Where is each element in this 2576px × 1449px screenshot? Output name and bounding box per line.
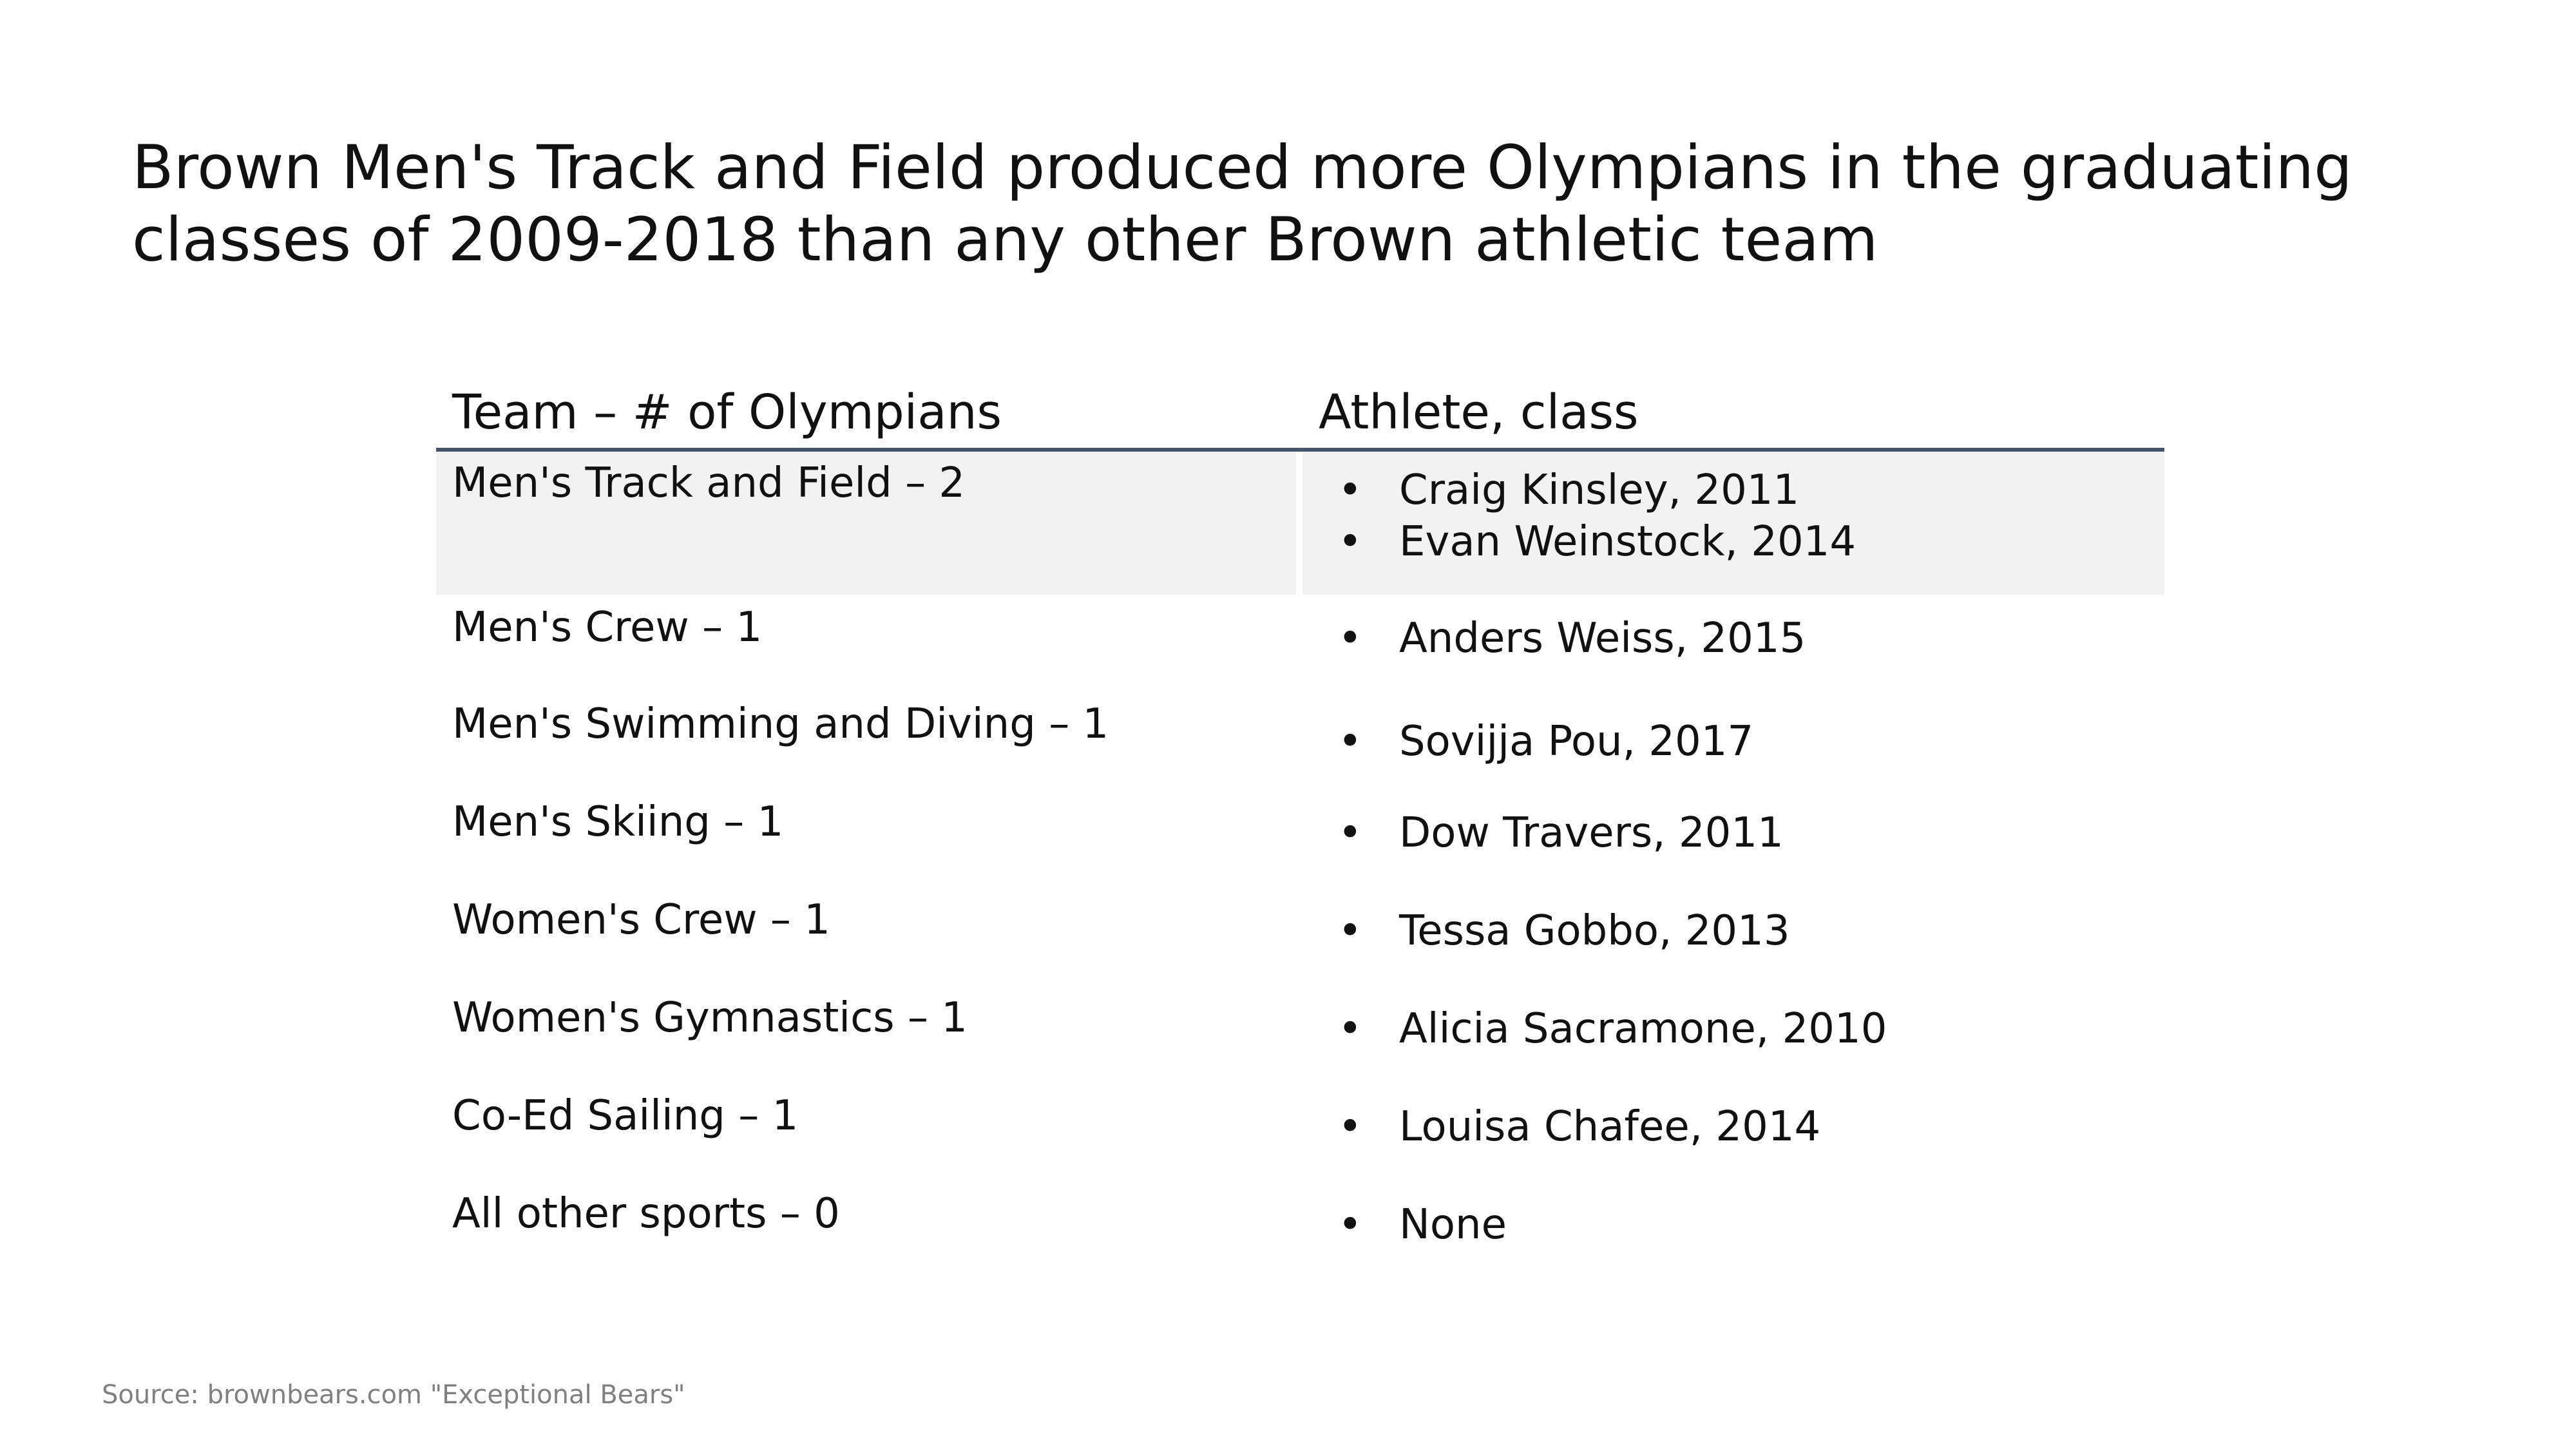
team-cell: Women's Gymnastics – 1 <box>452 994 968 1042</box>
bullet-icon: • <box>1338 1103 1362 1151</box>
bullet-icon: • <box>1338 615 1362 662</box>
slide-title: Brown Men's Track and Field produced mor… <box>132 132 2387 276</box>
athlete-item: • Alicia Sacramone, 2010 <box>1338 1003 1887 1055</box>
athlete-name: Evan Weinstock, 2014 <box>1399 518 1856 566</box>
team-cell: Women's Crew – 1 <box>452 896 830 944</box>
athlete-item: • Tessa Gobbo, 2013 <box>1338 905 1790 957</box>
table-row: Men's Crew – 1 • Anders Weiss, 2015 <box>436 595 2164 691</box>
athlete-name: Alicia Sacramone, 2010 <box>1399 1005 1887 1053</box>
athlete-item: • Craig Kinsley, 2011 <box>1338 465 1856 516</box>
header-athlete: Athlete, class <box>1319 385 1639 440</box>
athlete-name: Anders Weiss, 2015 <box>1399 615 1806 662</box>
bullet-icon: • <box>1338 1201 1362 1249</box>
athlete-list: • Tessa Gobbo, 2013 <box>1338 905 1790 957</box>
athlete-list: • Sovijja Pou, 2017 <box>1338 716 1753 767</box>
table-row: Men's Swimming and Diving – 1 • Sovijja P… <box>436 691 2164 789</box>
bullet-icon: • <box>1338 718 1362 765</box>
team-cell: Men's Swimming and Diving – 1 <box>452 700 1109 748</box>
table-row: Men's Skiing – 1 • Dow Travers, 2011 <box>436 789 2164 887</box>
athlete-list: • Craig Kinsley, 2011 • Evan Weinstock, 20… <box>1338 465 1856 568</box>
table-row: Co-Ed Sailing – 1 • Louisa Chafee, 2014 <box>436 1083 2164 1181</box>
team-cell: Men's Crew – 1 <box>452 604 763 651</box>
table-row: Women's Gymnastics – 1 • Alicia Sacramone… <box>436 985 2164 1083</box>
slide-title-line-2: classes of 2009-2018 than any other Brow… <box>132 205 1878 275</box>
slide-title-line-1: Brown Men's Track and Field produced mor… <box>132 133 2352 203</box>
athlete-name: Tessa Gobbo, 2013 <box>1399 907 1790 955</box>
athlete-item: • Sovijja Pou, 2017 <box>1338 716 1753 767</box>
table-row: Men's Track and Field – 2 • Craig Kinsley… <box>436 452 2164 595</box>
table-header-row: Team – # of Olympians Athlete, class <box>436 377 2164 452</box>
athlete-item: • Anders Weiss, 2015 <box>1338 613 1806 664</box>
athlete-list: • Anders Weiss, 2015 <box>1338 613 1806 664</box>
cell-background <box>436 452 1296 595</box>
athlete-name: Louisa Chafee, 2014 <box>1399 1103 1821 1151</box>
team-cell: All other sports – 0 <box>452 1190 840 1238</box>
team-cell: Men's Skiing – 1 <box>452 798 784 846</box>
team-cell: Men's Track and Field – 2 <box>452 459 966 507</box>
athlete-name: Sovijja Pou, 2017 <box>1399 718 1754 765</box>
athlete-name: Dow Travers, 2011 <box>1399 809 1784 857</box>
athlete-name: Craig Kinsley, 2011 <box>1399 466 1800 514</box>
bullet-icon: • <box>1338 1005 1362 1053</box>
athlete-list: • Louisa Chafee, 2014 <box>1338 1101 1820 1153</box>
athlete-list: • Dow Travers, 2011 <box>1338 807 1784 859</box>
athlete-name: None <box>1399 1201 1507 1249</box>
bullet-icon: • <box>1338 518 1362 566</box>
source-note: Source: brownbears.com "Exceptional Bear… <box>102 1380 685 1410</box>
athlete-item: • Evan Weinstock, 2014 <box>1338 516 1856 568</box>
table-row: Women's Crew – 1 • Tessa Gobbo, 2013 <box>436 887 2164 985</box>
athlete-list: • None <box>1338 1199 1507 1251</box>
athlete-item: • Dow Travers, 2011 <box>1338 807 1784 859</box>
cell-background <box>1302 452 2164 595</box>
team-cell: Co-Ed Sailing – 1 <box>452 1092 799 1140</box>
athlete-list: • Alicia Sacramone, 2010 <box>1338 1003 1887 1055</box>
header-team: Team – # of Olympians <box>452 385 1002 440</box>
table-row: All other sports – 0 • None <box>436 1181 2164 1279</box>
olympians-table: Team – # of Olympians Athlete, class Men… <box>436 377 2164 1279</box>
bullet-icon: • <box>1338 809 1362 857</box>
bullet-icon: • <box>1338 907 1362 955</box>
athlete-item: • None <box>1338 1199 1507 1251</box>
athlete-item: • Louisa Chafee, 2014 <box>1338 1101 1820 1153</box>
bullet-icon: • <box>1338 466 1362 514</box>
